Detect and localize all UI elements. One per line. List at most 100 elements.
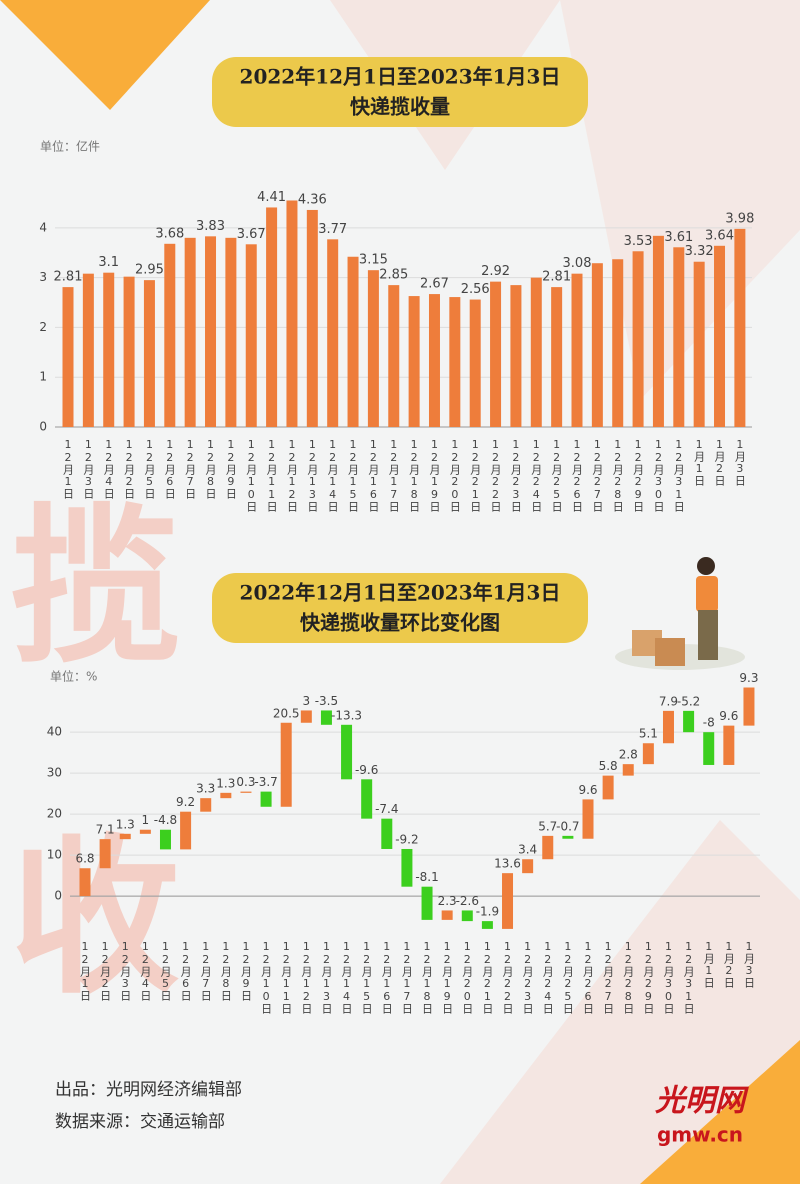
bar [591,263,603,427]
x-tick-label: 12月31日 [682,940,695,1014]
x-tick-label: 12月31日 [672,438,685,512]
waterfall-bar [481,921,493,929]
data-label: -13.3 [331,708,362,722]
y-tick-label: 40 [47,725,62,739]
x-tick-label: 12月14日 [340,940,353,1014]
x-tick-label: 1月2日 [722,940,735,988]
waterfall-bar [280,722,292,807]
waterfall-bar [683,710,695,733]
bar [266,207,278,427]
waterfall-bar [99,839,111,869]
bar [62,287,74,427]
data-label: 2.95 [135,263,164,278]
x-tick-label: 12月5日 [159,940,172,1001]
x-tick-label: 12月6日 [163,438,176,499]
bar [490,281,502,427]
bar [225,237,237,427]
x-tick-label: 12月22日 [501,940,514,1014]
y-tick-label: 30 [47,766,62,780]
data-label: 3.15 [359,253,388,268]
data-label: 2.81 [542,270,571,285]
x-tick-label: 12月9日 [239,940,252,1001]
watermark: 收 [10,819,180,1017]
data-label: 6.8 [75,852,94,866]
data-label: 3.08 [563,256,592,271]
x-tick-label: 12月3日 [119,940,132,1001]
waterfall-bar [421,886,433,920]
waterfall-bar [79,868,91,897]
data-label: 3.1 [98,255,119,270]
chart-title: 快递揽收量 [350,95,450,119]
data-label: 2.8 [619,748,638,762]
x-tick-label: 1月1日 [693,438,706,486]
bar [143,280,155,427]
x-tick-label: 12月20日 [461,940,474,1014]
data-label: 20.5 [273,706,300,720]
data-label: 9.2 [176,795,195,809]
bar [469,299,481,427]
x-tick-label: 12月8日 [219,940,232,1001]
bar [449,297,461,427]
x-tick-label: 12月19日 [428,438,441,512]
x-tick-label: 12月4日 [139,940,152,1001]
data-label: 9.3 [739,671,758,685]
x-tick-label: 12月9日 [224,438,237,499]
waterfall-bar [562,835,574,839]
waterfall-bar [743,687,755,726]
bar [184,237,196,427]
data-label: 1.3 [116,817,135,831]
bar [530,277,542,427]
x-tick-label: 12月24日 [541,940,554,1014]
bar [367,270,379,427]
x-tick-label: 12月15日 [360,940,373,1014]
x-tick-label: 12月30日 [652,438,665,512]
bar [652,235,664,427]
bar [673,247,685,427]
illustration [615,557,745,670]
waterfall-bar [320,710,332,725]
x-tick-label: 12月1日 [62,438,75,499]
data-label: -5.2 [677,694,700,708]
waterfall-bar [300,710,312,723]
data-label: 2.92 [481,264,510,279]
data-label: -7.4 [375,802,398,816]
data-label: 3.68 [155,226,184,241]
bar [123,276,135,427]
x-tick-label: 12月29日 [632,438,645,512]
x-tick-label: 12月6日 [179,940,192,1001]
bar [693,261,705,427]
x-tick-label: 12月21日 [469,438,482,512]
waterfall-bar [502,873,514,929]
credit: 数据来源：交通运输部 [55,1112,225,1132]
data-label: 3.3 [196,782,215,796]
data-label: 2.56 [461,282,490,297]
credit: 出品：光明网经济编辑部 [55,1080,242,1100]
x-tick-label: 12月2日 [123,438,136,499]
data-label: -8 [703,716,715,730]
x-tick-label: 12月12日 [285,438,298,512]
data-label: 1 [142,813,150,827]
data-label: 5.8 [599,759,618,773]
waterfall-bar [522,859,534,874]
data-label: 13.6 [494,857,521,871]
x-tick-label: 12月19日 [441,940,454,1014]
x-tick-label: 12月27日 [591,438,604,512]
x-tick-label: 12月17日 [400,940,413,1014]
bar [82,273,94,427]
bar [510,285,522,427]
x-tick-label: 12月21日 [481,940,494,1014]
waterfall-bar [139,829,151,834]
data-label: 9.6 [719,709,738,723]
corner-triangle [640,1040,800,1184]
x-tick-label: 12月16日 [367,438,380,512]
x-tick-label: 12月18日 [408,438,421,512]
x-tick-label: 12月14日 [326,438,339,512]
title-pill [212,57,588,127]
bar [205,236,217,427]
x-tick-label: 12月10日 [245,438,258,512]
waterfall-bar [703,732,715,765]
data-label: 3.64 [705,228,734,243]
data-label: 3.98 [725,211,754,226]
data-label: 7.9 [659,694,678,708]
waterfall-bar [180,811,192,850]
